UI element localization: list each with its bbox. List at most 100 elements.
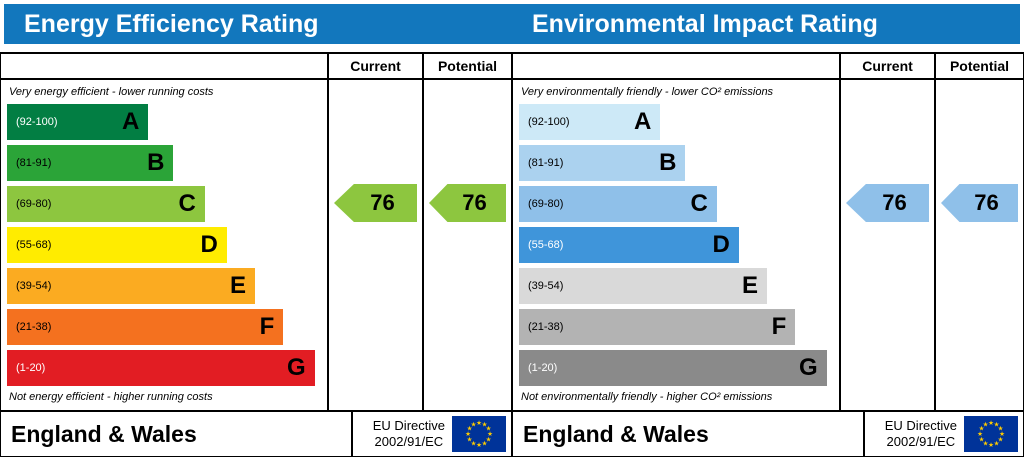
environmental-band-b-letter: B bbox=[659, 148, 677, 176]
band-row: (81-91) B bbox=[7, 142, 321, 183]
svg-text:★: ★ bbox=[467, 425, 473, 433]
environmental-band-e-range: (39-54) bbox=[528, 279, 564, 292]
svg-text:★: ★ bbox=[988, 419, 994, 427]
environmental-impact-title: Environmental Impact Rating bbox=[532, 9, 878, 38]
environmental-band-e: (39-54) E bbox=[519, 267, 768, 304]
energy-band-c-range: (69-80) bbox=[16, 197, 52, 210]
energy-band-b-range: (81-91) bbox=[16, 156, 52, 169]
energy-potential-column: 76 bbox=[422, 80, 511, 410]
band-row: (55-68) D bbox=[519, 224, 833, 265]
environmental-column-headers: Current Potential bbox=[513, 54, 1023, 80]
energy-directive-text: EU Directive 2002/91/EC bbox=[373, 418, 445, 451]
environmental-bottom-note: Not environmentally friendly - higher CO… bbox=[521, 391, 773, 403]
environmental-band-g: (1-20) G bbox=[519, 349, 827, 386]
title-bar: Energy Efficiency Rating Environmental I… bbox=[4, 4, 1020, 44]
energy-band-a-range: (92-100) bbox=[16, 115, 58, 128]
rating-panels: Current Potential Very energy efficient … bbox=[0, 52, 1024, 457]
environmental-directive-line1: EU Directive bbox=[884, 417, 957, 433]
energy-directive-box: EU Directive 2002/91/EC ★ ★ ★ ★ ★ ★ ★ ★ ★ ★ ★ ★ bbox=[351, 412, 511, 456]
environmental-potential-rating-arrow: 76 bbox=[941, 184, 1018, 222]
band-row: (21-38) F bbox=[7, 306, 321, 347]
energy-band-c-letter: C bbox=[178, 189, 196, 217]
energy-current-column-header: Current bbox=[327, 54, 422, 78]
svg-text:★: ★ bbox=[471, 440, 477, 448]
environmental-band-c-range: (69-80) bbox=[528, 197, 564, 210]
svg-text:★: ★ bbox=[998, 436, 1004, 444]
energy-footer: England & Wales EU Directive 2002/91/EC … bbox=[1, 410, 511, 456]
svg-text:★: ★ bbox=[988, 441, 994, 449]
band-row: (39-54) E bbox=[7, 265, 321, 306]
band-row: (39-54) E bbox=[519, 265, 833, 306]
environmental-band-f-range: (21-38) bbox=[528, 320, 564, 333]
energy-chart-body: Very energy efficient - lower running co… bbox=[1, 80, 511, 410]
energy-band-d: (55-68) D bbox=[7, 226, 227, 263]
environmental-directive-box: EU Directive 2002/91/EC ★ ★ ★ ★ ★ ★ ★ ★ ★ ★ ★ ★ bbox=[863, 412, 1023, 456]
band-row: (69-80) C bbox=[7, 183, 321, 224]
energy-band-d-range: (55-68) bbox=[16, 238, 52, 251]
energy-header-spacer bbox=[1, 54, 327, 78]
environmental-chart-body: Very environmentally friendly - lower CO… bbox=[513, 80, 1023, 410]
environmental-band-b-range: (81-91) bbox=[528, 156, 564, 169]
energy-band-g: (1-20) G bbox=[7, 349, 315, 386]
environmental-current-column: 76 bbox=[839, 80, 934, 410]
environmental-rating-scale: Very environmentally friendly - lower CO… bbox=[513, 80, 839, 410]
environmental-band-g-range: (1-20) bbox=[528, 361, 558, 374]
environmental-potential-column-header: Potential bbox=[934, 54, 1023, 78]
svg-text:★: ★ bbox=[979, 425, 985, 433]
energy-directive-line2: 2002/91/EC bbox=[374, 434, 444, 449]
environmental-band-d: (55-68) D bbox=[519, 226, 739, 263]
environmental-header-spacer bbox=[513, 54, 839, 78]
band-row: (92-100) A bbox=[7, 101, 321, 142]
energy-potential-rating-value: 76 bbox=[462, 190, 487, 215]
energy-current-column: 76 bbox=[327, 80, 422, 410]
energy-region-label: England & Wales bbox=[11, 420, 197, 447]
environmental-current-rating-arrow: 76 bbox=[846, 184, 929, 222]
environmental-band-g-letter: G bbox=[799, 353, 818, 381]
svg-text:★: ★ bbox=[486, 425, 492, 433]
environmental-band-f: (21-38) F bbox=[519, 308, 796, 345]
svg-text:★: ★ bbox=[487, 430, 493, 438]
band-row: (92-100) A bbox=[519, 101, 833, 142]
eu-flag-icon: ★ ★★ ★★★ ★★★ ★★★ bbox=[452, 416, 506, 452]
band-row: (1-20) G bbox=[7, 347, 321, 388]
environmental-potential-rating-value: 76 bbox=[974, 190, 999, 215]
svg-text:★: ★ bbox=[482, 421, 488, 429]
band-row: (21-38) F bbox=[519, 306, 833, 347]
energy-top-note: Very energy efficient - lower running co… bbox=[9, 86, 214, 98]
energy-bottom-note: Not energy efficient - higher running co… bbox=[9, 391, 213, 403]
energy-band-g-range: (1-20) bbox=[16, 361, 46, 374]
svg-text:★: ★ bbox=[476, 419, 482, 427]
svg-text:★: ★ bbox=[471, 421, 477, 429]
environmental-band-f-letter: F bbox=[771, 312, 787, 340]
energy-directive-line1: EU Directive bbox=[372, 417, 445, 433]
energy-band-e-letter: E bbox=[230, 271, 247, 299]
svg-text:★: ★ bbox=[994, 440, 1000, 448]
environmental-band-a-letter: A bbox=[633, 107, 652, 135]
environmental-directive-text: EU Directive 2002/91/EC bbox=[885, 418, 957, 451]
energy-band-c: (69-80) C bbox=[7, 185, 205, 222]
svg-text:★: ★ bbox=[983, 440, 989, 448]
environmental-band-a: (92-100) A bbox=[519, 103, 661, 140]
environmental-impact-panel: Current Potential Very environmentally f… bbox=[513, 54, 1023, 456]
svg-text:★: ★ bbox=[482, 440, 488, 448]
environmental-potential-column: 76 bbox=[934, 80, 1023, 410]
environmental-region-label: England & Wales bbox=[523, 420, 709, 447]
environmental-band-d-range: (55-68) bbox=[528, 238, 564, 251]
environmental-footer: England & Wales EU Directive 2002/91/EC … bbox=[513, 410, 1023, 456]
band-row: (69-80) C bbox=[519, 183, 833, 224]
svg-text:★: ★ bbox=[977, 430, 983, 438]
energy-band-b-letter: B bbox=[147, 148, 165, 176]
energy-potential-column-header: Potential bbox=[422, 54, 511, 78]
environmental-band-d-letter: D bbox=[712, 230, 730, 258]
energy-band-e: (39-54) E bbox=[7, 267, 256, 304]
svg-text:★: ★ bbox=[999, 430, 1005, 438]
svg-text:★: ★ bbox=[983, 421, 989, 429]
band-row: (81-91) B bbox=[519, 142, 833, 183]
energy-band-f-letter: F bbox=[259, 312, 275, 340]
band-row: (55-68) D bbox=[7, 224, 321, 265]
environmental-band-b: (81-91) B bbox=[519, 144, 686, 181]
energy-efficiency-panel: Current Potential Very energy efficient … bbox=[1, 54, 513, 456]
environmental-top-note: Very environmentally friendly - lower CO… bbox=[521, 86, 774, 98]
energy-efficiency-title: Energy Efficiency Rating bbox=[24, 9, 319, 38]
